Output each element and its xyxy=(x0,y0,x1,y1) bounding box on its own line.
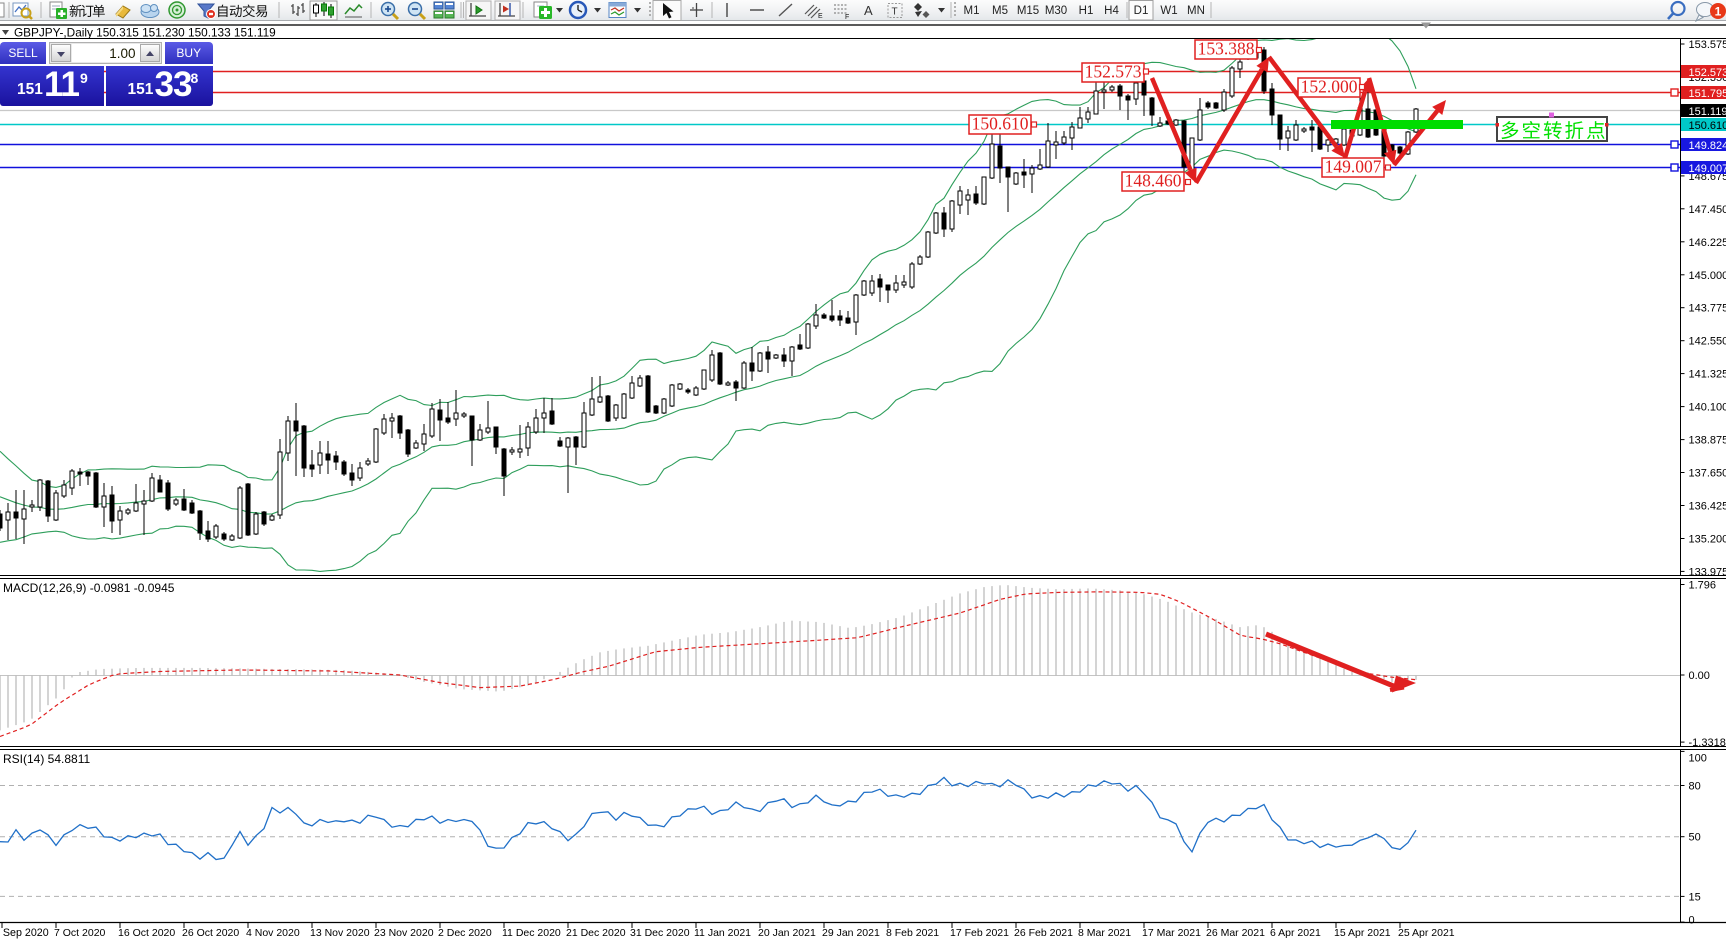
svg-text:147.450: 147.450 xyxy=(1689,204,1726,216)
svg-text:MN: MN xyxy=(1187,5,1205,17)
svg-text:149.007: 149.007 xyxy=(1689,163,1726,175)
svg-text:A: A xyxy=(864,3,873,18)
svg-text:F: F xyxy=(845,14,849,21)
svg-text:153.388: 153.388 xyxy=(1198,39,1255,59)
svg-text:M1: M1 xyxy=(964,5,980,17)
svg-text:MACD(12,26,9) -0.0981 -0.0945: MACD(12,26,9) -0.0981 -0.0945 xyxy=(3,581,175,595)
svg-text:17 Mar 2021: 17 Mar 2021 xyxy=(1142,927,1201,939)
svg-text:25 Apr 2021: 25 Apr 2021 xyxy=(1398,927,1455,939)
svg-text:23 Nov 2020: 23 Nov 2020 xyxy=(374,927,434,939)
svg-text:H1: H1 xyxy=(1079,5,1094,17)
svg-text:0: 0 xyxy=(1689,915,1695,927)
svg-text:11 Jan 2021: 11 Jan 2021 xyxy=(694,927,751,939)
svg-text:15 Apr 2021: 15 Apr 2021 xyxy=(1334,927,1391,939)
svg-text:W1: W1 xyxy=(1160,5,1177,17)
svg-text:149.824: 149.824 xyxy=(1689,140,1726,152)
svg-text:133.975: 133.975 xyxy=(1689,566,1726,578)
svg-text:148.460: 148.460 xyxy=(1125,171,1182,191)
svg-text:E: E xyxy=(818,13,823,20)
svg-text:31 Dec 2020: 31 Dec 2020 xyxy=(630,927,690,939)
svg-text:M15: M15 xyxy=(1017,5,1039,17)
svg-text:15: 15 xyxy=(1689,891,1701,903)
svg-text:8 Mar 2021: 8 Mar 2021 xyxy=(1078,927,1131,939)
svg-text:1.796: 1.796 xyxy=(1689,580,1717,592)
svg-text:151.795: 151.795 xyxy=(1689,88,1726,100)
svg-text:138.875: 138.875 xyxy=(1689,435,1726,447)
svg-text:1: 1 xyxy=(1715,5,1722,19)
svg-text:135.200: 135.200 xyxy=(1689,534,1726,546)
svg-text:152.573: 152.573 xyxy=(1689,67,1726,79)
svg-text:D1: D1 xyxy=(1134,5,1149,17)
svg-text:21 Dec 2020: 21 Dec 2020 xyxy=(566,927,626,939)
svg-text:100: 100 xyxy=(1689,753,1707,765)
svg-text:8 Feb 2021: 8 Feb 2021 xyxy=(886,927,939,939)
svg-text:50: 50 xyxy=(1689,832,1701,844)
svg-text:149.007: 149.007 xyxy=(1325,157,1382,177)
svg-text:145.000: 145.000 xyxy=(1689,270,1726,282)
svg-text:M5: M5 xyxy=(992,5,1008,17)
svg-text:17 Feb 2021: 17 Feb 2021 xyxy=(950,927,1009,939)
svg-text:26 Mar 2021: 26 Mar 2021 xyxy=(1206,927,1265,939)
svg-text:7 Oct 2020: 7 Oct 2020 xyxy=(54,927,106,939)
svg-text:T: T xyxy=(892,7,898,18)
svg-text:141.325: 141.325 xyxy=(1689,369,1726,381)
svg-text:151.119: 151.119 xyxy=(1689,106,1726,118)
svg-text:11 Dec 2020: 11 Dec 2020 xyxy=(502,927,561,939)
svg-text:150.610: 150.610 xyxy=(972,114,1029,134)
svg-text:4 Nov 2020: 4 Nov 2020 xyxy=(246,927,300,939)
svg-text:20 Jan 2021: 20 Jan 2021 xyxy=(758,927,816,939)
svg-text:16 Oct 2020: 16 Oct 2020 xyxy=(118,927,175,939)
svg-text:143.775: 143.775 xyxy=(1689,303,1726,315)
svg-text:13 Nov 2020: 13 Nov 2020 xyxy=(310,927,370,939)
svg-text:26 Feb 2021: 26 Feb 2021 xyxy=(1014,927,1073,939)
svg-text:136.425: 136.425 xyxy=(1689,501,1726,513)
svg-text:146.225: 146.225 xyxy=(1689,237,1726,249)
svg-text:29 Jan 2021: 29 Jan 2021 xyxy=(822,927,880,939)
svg-text:26 Oct 2020: 26 Oct 2020 xyxy=(182,927,239,939)
svg-text:RSI(14) 54.8811: RSI(14) 54.8811 xyxy=(3,752,90,766)
svg-text:152.573: 152.573 xyxy=(1085,62,1142,82)
svg-text:152.000: 152.000 xyxy=(1301,77,1358,97)
svg-text:142.550: 142.550 xyxy=(1689,336,1726,348)
svg-text:153.575: 153.575 xyxy=(1689,39,1726,51)
svg-text:80: 80 xyxy=(1689,781,1701,793)
svg-text:137.650: 137.650 xyxy=(1689,468,1726,480)
svg-text:-1.3318: -1.3318 xyxy=(1689,737,1726,749)
svg-text:H4: H4 xyxy=(1104,5,1119,17)
svg-text:6 Apr 2021: 6 Apr 2021 xyxy=(1270,927,1321,939)
svg-text:2 Dec 2020: 2 Dec 2020 xyxy=(438,927,492,939)
svg-text:M30: M30 xyxy=(1045,5,1067,17)
svg-text:150.610: 150.610 xyxy=(1689,120,1726,132)
svg-text:5 Sep 2020: 5 Sep 2020 xyxy=(0,927,49,939)
svg-text:0.00: 0.00 xyxy=(1689,670,1710,682)
svg-text:140.100: 140.100 xyxy=(1689,402,1726,414)
